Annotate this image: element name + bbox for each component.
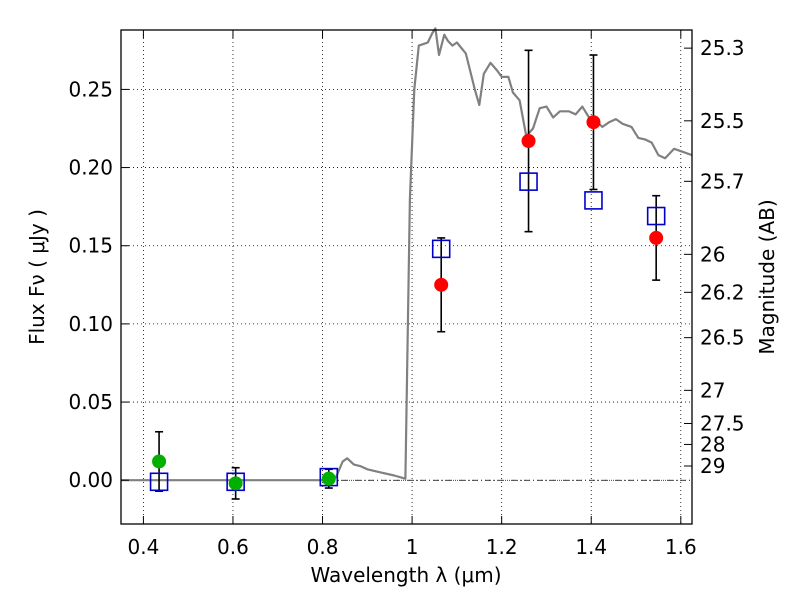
right-tick-label: 26 xyxy=(700,242,725,266)
y-tick-label: 0.20 xyxy=(68,156,113,180)
plot-frame xyxy=(120,29,693,525)
right-tick-label: 28 xyxy=(700,432,725,456)
model-photometry-square xyxy=(431,239,451,259)
model-photometry-square xyxy=(584,191,603,210)
right-tick-label: 27 xyxy=(700,378,725,402)
y-tick-label: 0.05 xyxy=(68,390,113,414)
y-tick-label: 0.15 xyxy=(68,234,113,258)
observed-detection-point xyxy=(434,277,449,292)
right-tick-label: 27.5 xyxy=(700,411,745,435)
data-markers-layer xyxy=(149,49,666,500)
y-tick-label: 0.25 xyxy=(68,77,113,101)
sed-model-line-layer xyxy=(121,27,693,482)
right-tick-label: 26.2 xyxy=(700,280,745,304)
axis-ticks: 0.4 0.6 0.8 1 1.2 1.4 1.6 0.00 0.05 0.10 0.15 0.20 0… xyxy=(68,30,745,559)
model-photometry-square xyxy=(646,206,666,226)
observed-detection-point xyxy=(586,115,601,130)
right-tick-label: 25.5 xyxy=(700,109,745,133)
right-tick-label: 26.5 xyxy=(700,326,745,350)
observed-detection-point xyxy=(521,133,536,148)
model-photometry-square xyxy=(149,472,169,492)
x-tick-label: 1 xyxy=(406,535,419,559)
right-tick-label: 29 xyxy=(700,454,725,478)
x-tick-label: 1.2 xyxy=(486,535,518,559)
y-axis-title: Flux Fν ( μJy ) xyxy=(25,209,49,345)
observed-nondetection-point xyxy=(321,471,336,486)
right-axis-title: Magnitude (AB) xyxy=(755,199,779,354)
x-tick-label: 1.4 xyxy=(575,535,607,559)
x-axis-title: Wavelength λ (μm) xyxy=(310,563,501,587)
observed-nondetection-point xyxy=(152,454,167,469)
y-tick-label: 0.10 xyxy=(68,312,113,336)
observed-detection-point xyxy=(649,230,664,245)
right-tick-label: 25.7 xyxy=(700,169,745,193)
x-tick-label: 0.8 xyxy=(307,535,339,559)
model-photometry-square xyxy=(519,172,538,191)
x-tick-label: 0.6 xyxy=(217,535,249,559)
x-tick-label: 0.4 xyxy=(127,535,159,559)
x-tick-label: 1.6 xyxy=(665,535,697,559)
y-tick-label: 0.00 xyxy=(68,468,113,492)
observed-nondetection-point xyxy=(228,476,243,491)
sed-model-line xyxy=(121,27,693,482)
right-tick-label: 25.3 xyxy=(700,36,745,60)
